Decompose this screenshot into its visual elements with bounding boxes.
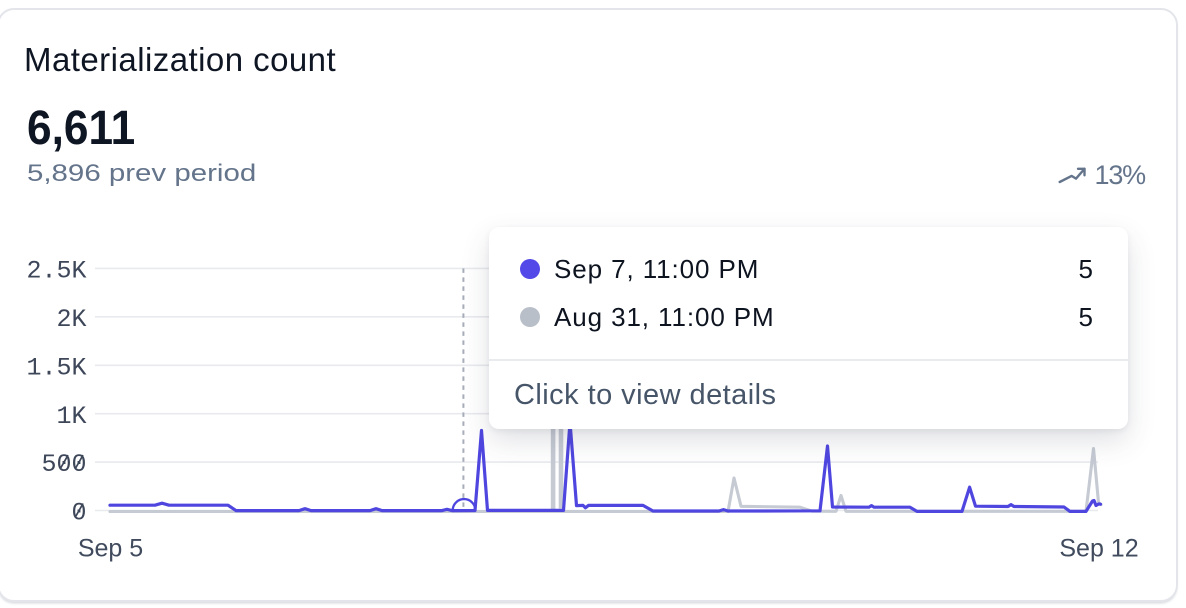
svg-text:1K: 1K [56,402,86,431]
svg-text:500: 500 [41,450,86,479]
svg-text:2K: 2K [56,305,86,334]
svg-text:0: 0 [71,499,86,528]
svg-text:2.5K: 2.5K [26,257,86,286]
svg-text:Sep 12: Sep 12 [1059,534,1138,562]
svg-text:1.5K: 1.5K [26,353,86,382]
svg-text:Sep 5: Sep 5 [78,534,143,562]
